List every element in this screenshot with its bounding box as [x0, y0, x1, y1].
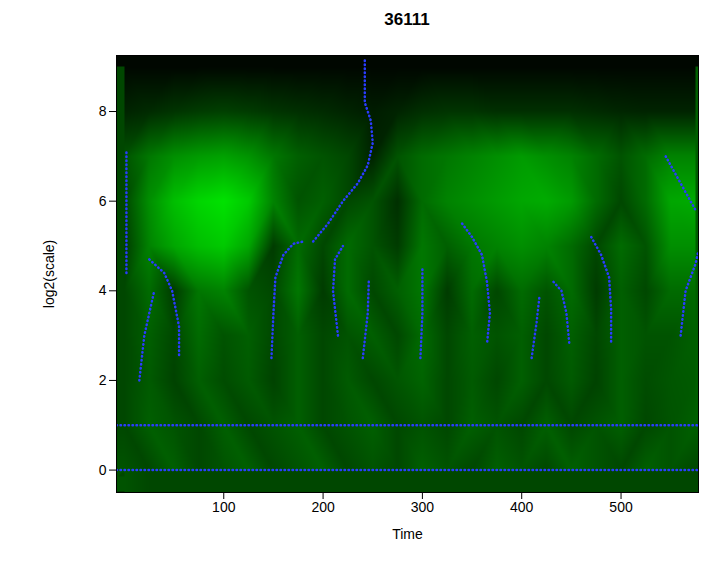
html-text:36111: 36111: [384, 10, 430, 29]
svg-text:8: 8: [99, 103, 107, 119]
svg-text:300: 300: [411, 499, 435, 515]
svg-text:100: 100: [212, 499, 236, 515]
svg-text:0: 0: [99, 462, 107, 478]
svg-text:log2(scale): log2(scale): [41, 240, 57, 308]
svg-text:4: 4: [99, 282, 107, 298]
svg-text:Time: Time: [392, 526, 423, 542]
svg-text:400: 400: [510, 499, 534, 515]
svg-text:500: 500: [609, 499, 633, 515]
svg-text:6: 6: [99, 193, 107, 209]
svg-text:200: 200: [311, 499, 335, 515]
svg-text:2: 2: [99, 372, 107, 388]
